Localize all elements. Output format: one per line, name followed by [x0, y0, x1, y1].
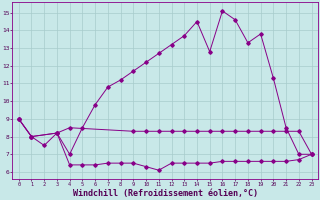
X-axis label: Windchill (Refroidissement éolien,°C): Windchill (Refroidissement éolien,°C) [73, 189, 258, 198]
